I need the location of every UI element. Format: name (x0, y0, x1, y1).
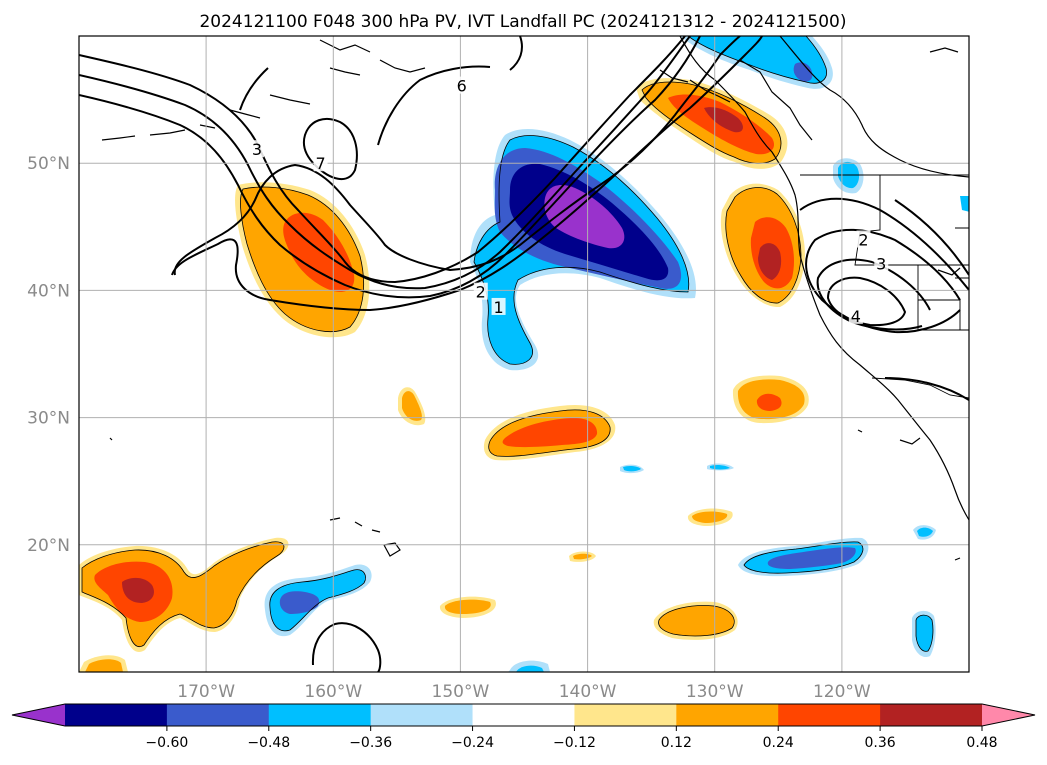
positive-anomaly-east (720, 183, 805, 308)
colorbar-tick-label: 0.24 (763, 735, 794, 751)
colorbar-extend-high (982, 704, 1035, 726)
x-tick-label: 130°W (686, 682, 744, 702)
negative-anomaly-northeast (680, 36, 969, 212)
thin-contours (81, 36, 934, 652)
contour-label-background (454, 76, 469, 94)
colorbar: −0.60 −0.48 −0.36 −0.24 −0.12 0.12 0.24 0.36 0.4… (11, 703, 1036, 751)
colorbar-extend-low (12, 704, 65, 726)
x-tick-label: 120°W (813, 682, 871, 702)
colorbar-segment (166, 704, 270, 726)
colorbar-segment (778, 704, 881, 726)
contour-label-background (491, 297, 506, 315)
y-axis-tick-labels: 50°N 40°N 30°N 20°N (27, 154, 70, 556)
pv-contours (79, 36, 969, 672)
colorbar-outline (11, 703, 1036, 727)
x-axis-tick-labels: 170°W 160°W 150°W 140°W 130°W 120°W (177, 682, 871, 702)
coastlines (101, 36, 969, 561)
map-frame (78, 35, 970, 673)
chart-title: 2024121100 F048 300 hPa PV, IVT Landfall… (199, 12, 846, 32)
x-tick-label: 140°W (559, 682, 617, 702)
contour-label: 2 (476, 283, 486, 302)
contour-label-background (473, 282, 488, 300)
contour-label: 6 (457, 77, 467, 96)
colorbar-segment (574, 704, 677, 726)
gridlines (79, 36, 969, 672)
contour-label: 3 (876, 255, 886, 274)
y-tick-label: 20°N (27, 536, 70, 556)
colorbar-segment (268, 704, 372, 726)
colorbar-tick-label: −0.48 (247, 735, 290, 751)
contour-label-background (856, 230, 871, 248)
positive-anomaly-middle (398, 375, 809, 562)
colorbar-tick-label: −0.24 (451, 735, 494, 751)
negative-anomaly-southwest (264, 564, 372, 637)
contour-label: 1 (493, 298, 503, 317)
contour-label-background (874, 254, 889, 272)
y-tick-label: 30°N (27, 409, 70, 429)
colorbar-tick-label: 0.48 (966, 735, 997, 751)
colorbar-tick-label: −0.60 (145, 735, 188, 751)
colorbar-tick-label: −0.12 (553, 735, 596, 751)
contour-label-background (250, 140, 264, 158)
y-tick-label: 50°N (27, 154, 70, 174)
negative-anomaly-southeast (508, 463, 936, 672)
colorbar-segment (370, 704, 474, 726)
contour-label-background (313, 154, 328, 172)
colorbar-segment (880, 704, 983, 726)
contour-label: 3 (252, 140, 262, 159)
x-tick-label: 150°W (432, 682, 490, 702)
y-tick-label: 40°N (27, 281, 70, 301)
colorbar-segment (472, 704, 575, 726)
colorbar-segment (65, 704, 168, 726)
contour-label: 7 (315, 154, 325, 173)
colorbar-segment (676, 704, 779, 726)
contour-label-background (848, 306, 863, 324)
positive-anomaly-south (79, 537, 738, 672)
positive-anomaly-northeast (636, 78, 788, 169)
x-tick-label: 170°W (177, 682, 235, 702)
contour-label: 4 (851, 307, 861, 326)
contour-label: 2 (858, 231, 868, 250)
colorbar-tick-label: 0.36 (865, 735, 896, 751)
x-tick-label: 160°W (304, 682, 362, 702)
colorbar-tick-label: 0.12 (661, 735, 692, 751)
colorbar-tick-label: −0.36 (349, 735, 392, 751)
